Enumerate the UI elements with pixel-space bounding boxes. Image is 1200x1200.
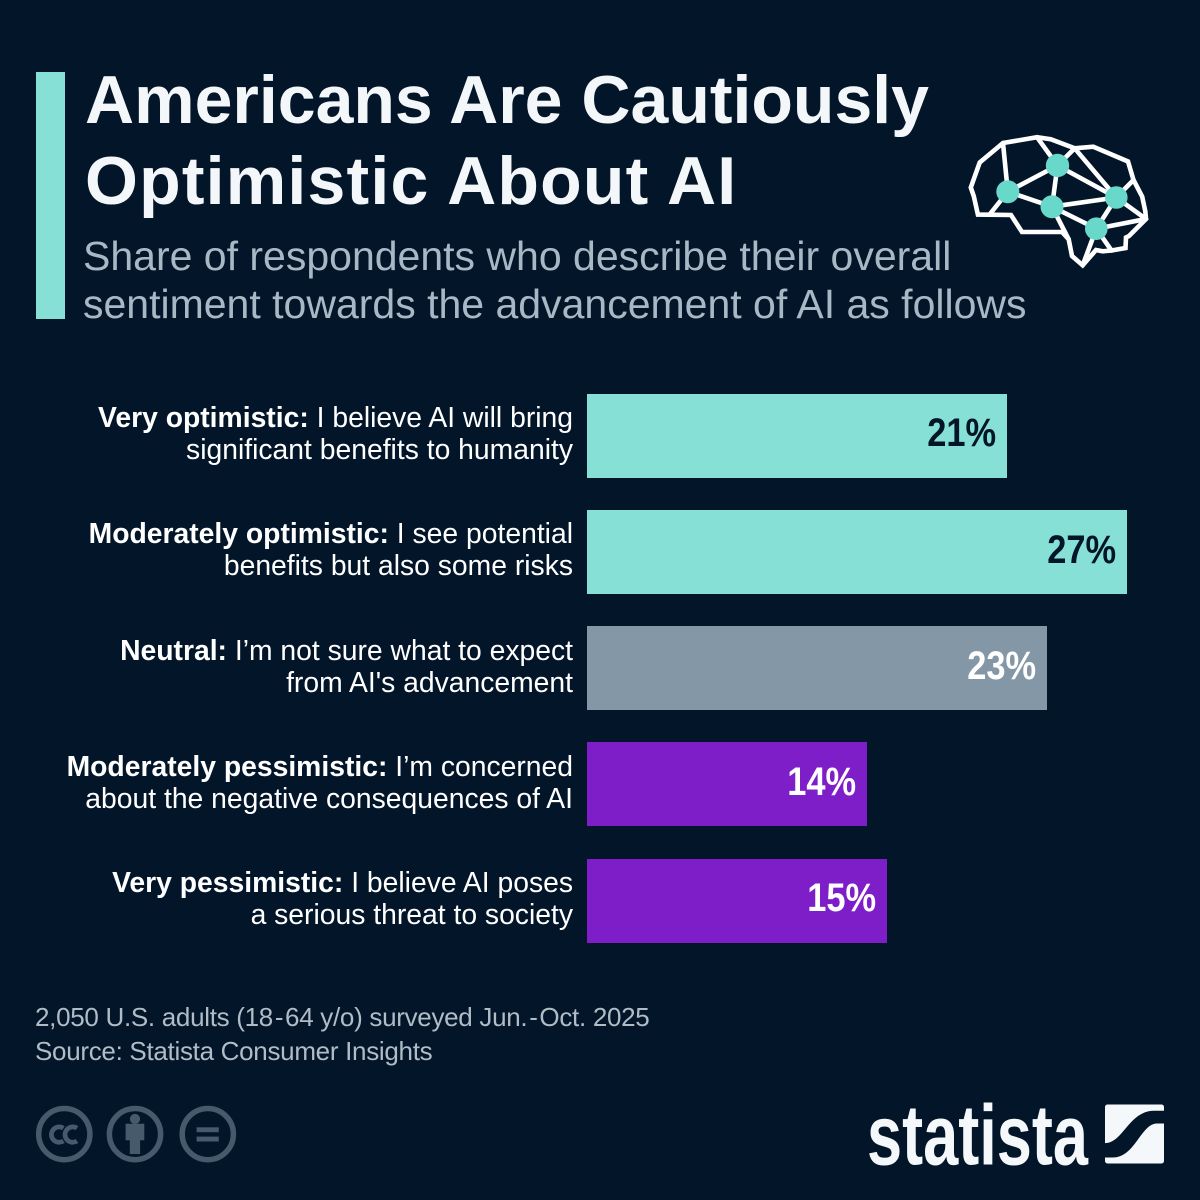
svg-text:statista: statista bbox=[867, 1090, 1089, 1180]
